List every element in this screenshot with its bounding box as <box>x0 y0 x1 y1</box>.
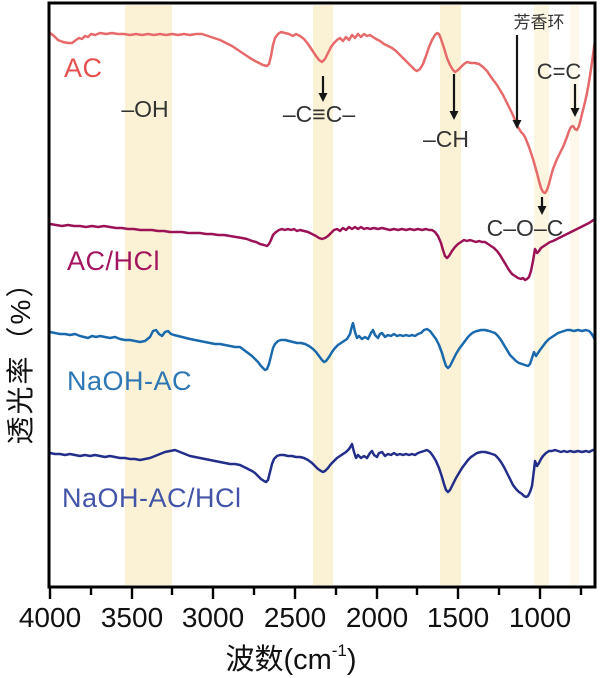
annotation--: 芳香环 <box>513 13 565 32</box>
x-axis-label-superscript: -1 <box>331 641 347 661</box>
y-axis-label: 透光率（%） <box>5 267 36 445</box>
highlight-bands <box>125 5 579 585</box>
x-axis-label: 波数(cm-1) <box>141 636 441 678</box>
x-axis-ticks <box>48 588 583 599</box>
x-tick-label-3000: 3000 <box>181 602 245 633</box>
x-tick-label-3500: 3500 <box>100 602 164 633</box>
arrowhead-icon <box>537 206 547 215</box>
arrowhead-icon <box>512 120 522 129</box>
series-label-ac-hcl: AC/HCl <box>67 246 161 276</box>
highlight-band-2390 <box>313 5 333 585</box>
series-label-naoh-ac: NaOH-AC <box>67 366 193 396</box>
highlight-band-1612 <box>440 5 461 585</box>
curve-naoh-ac <box>48 321 597 372</box>
spectra-curves <box>48 30 597 499</box>
x-tick-label-1500: 1500 <box>426 602 490 633</box>
series-label-naoh-ac-hcl: NaOH-AC/HCl <box>62 483 242 513</box>
annotation--oh: –OH <box>121 96 169 122</box>
x-tick-label-4000: 4000 <box>18 602 82 633</box>
annotation--ch: –CH <box>422 126 470 152</box>
highlight-band-3540 <box>125 5 172 585</box>
highlight-band-816 <box>570 5 579 585</box>
plot-border <box>47 1 597 589</box>
x-tick-label-2500: 2500 <box>263 602 327 633</box>
arrowhead-icon <box>318 93 328 102</box>
highlight-band-1036 <box>534 5 549 585</box>
annotation-c-o-c: C–O–C <box>486 215 564 241</box>
annotation--c-c-: –C≡C– <box>282 101 356 127</box>
x-axis-label-text: 波数(cm <box>225 644 332 676</box>
series-label-ac: AC <box>64 53 103 83</box>
x-axis-label-suffix: ) <box>346 644 357 676</box>
plot-border-rect <box>47 1 597 589</box>
x-tick-label-1000: 1000 <box>508 602 572 633</box>
arrowhead-icon <box>570 108 580 117</box>
annotation-c-c: C=C <box>536 59 582 84</box>
annotation-arrows <box>318 35 580 215</box>
curve-ac <box>48 30 597 195</box>
curve-ac-hcl <box>48 217 597 282</box>
curve-naoh-ac-hcl <box>48 442 597 499</box>
x-tick-label-2000: 2000 <box>345 602 409 633</box>
arrowhead-icon <box>449 111 459 120</box>
